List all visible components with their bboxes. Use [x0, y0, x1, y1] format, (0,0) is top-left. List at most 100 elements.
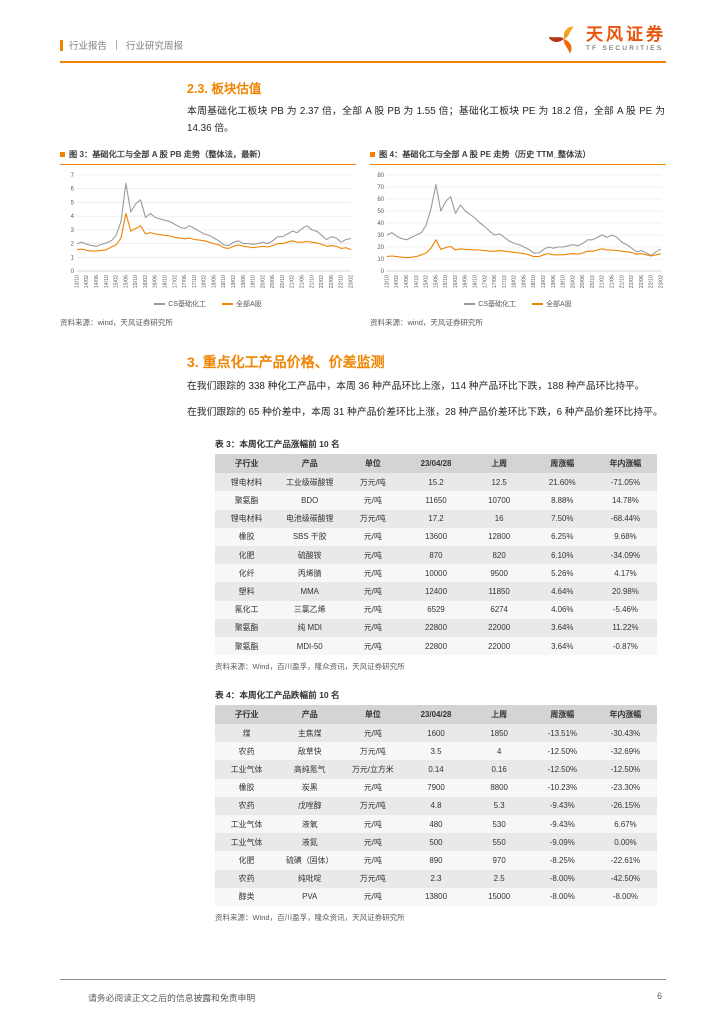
svg-text:21/06: 21/06 — [299, 275, 305, 288]
svg-text:15/02: 15/02 — [114, 275, 120, 288]
svg-text:7: 7 — [71, 173, 75, 179]
svg-text:14/10: 14/10 — [104, 275, 110, 288]
table-cell: 3.64% — [530, 636, 594, 656]
svg-text:20/06: 20/06 — [580, 275, 586, 288]
pe-chart-legend: CS基础化工 全部A股 — [370, 299, 666, 309]
table-cell: 22000 — [467, 636, 531, 656]
figure-bullet-icon — [60, 152, 65, 158]
column-header: 产品 — [278, 454, 342, 474]
table-cell: 1850 — [467, 724, 531, 743]
svg-text:14/06: 14/06 — [94, 275, 100, 288]
svg-text:20/02: 20/02 — [570, 275, 576, 288]
figure-pe-title: 图 4：基础化工与全部 A 股 PE 走势（历史 TTM_整体法） — [379, 150, 591, 160]
column-header: 单位 — [341, 454, 405, 474]
table-cell: -26.15% — [593, 796, 657, 816]
svg-text:15/10: 15/10 — [133, 275, 139, 288]
svg-text:1: 1 — [71, 255, 75, 261]
table-row: 聚氨酯 BDO 元/吨 11650 10700 8.88% 14.78% — [215, 491, 657, 510]
svg-text:20/06: 20/06 — [270, 275, 276, 288]
table-cell: 醇类 — [215, 887, 279, 906]
table-cell: 8.88% — [530, 491, 594, 510]
table-cell: 4.17% — [593, 564, 657, 583]
page-footer: 请务必阅读正文之后的信息披露和免责申明 6 — [60, 979, 666, 1004]
table-cell: 480 — [404, 815, 468, 834]
table-cell: 万元/吨 — [341, 742, 405, 761]
table-cell: 10700 — [467, 491, 531, 510]
table-cell: 820 — [467, 545, 531, 565]
svg-text:17/06: 17/06 — [182, 275, 188, 288]
figure-pb-header: 图 3：基础化工与全部 A 股 PB 走势（整体法，最新） — [60, 150, 356, 165]
table-cell: 塑料 — [215, 582, 279, 601]
legend-item: CS基础化工 — [154, 299, 206, 309]
table-losers-block: 表 4：本周化工产品跌幅前 10 名 子行业 产品 单位 23/04/28 上周 周涨幅年… — [215, 689, 657, 923]
table-row: 工业气体 液氧 元/吨 480 530 -9.43% 6.67% — [215, 815, 657, 834]
svg-text:21/10: 21/10 — [619, 275, 625, 288]
table-cell: 6.10% — [530, 545, 594, 565]
table-losers-caption: 表 4：本周化工产品跌幅前 10 名 — [215, 690, 340, 701]
svg-text:60: 60 — [377, 197, 384, 203]
svg-text:21/02: 21/02 — [290, 275, 296, 288]
svg-text:23/02: 23/02 — [658, 275, 664, 288]
svg-text:5: 5 — [71, 200, 75, 206]
table-cell: 12400 — [404, 582, 468, 601]
column-header: 周涨幅 — [530, 705, 594, 725]
svg-text:15/06: 15/06 — [123, 275, 129, 288]
footer-rule — [60, 979, 666, 980]
svg-text:14/02: 14/02 — [394, 275, 400, 288]
svg-text:30: 30 — [377, 233, 384, 239]
table-cell: 橡胶 — [215, 527, 279, 546]
legend-swatch — [222, 302, 234, 305]
svg-text:0: 0 — [381, 269, 385, 275]
table-gainers: 子行业 产品 单位 23/04/28 上周 周涨幅 年内涨幅 锂电材料 工业级碳酸锂 万元/吨 15… — [215, 454, 657, 656]
table-cell: 15.2 — [404, 473, 468, 492]
table-cell: 元/吨 — [341, 527, 405, 546]
table-cell: 农药 — [215, 742, 279, 761]
svg-text:22/02: 22/02 — [629, 275, 635, 288]
svg-text:14/10: 14/10 — [414, 275, 420, 288]
header-breadcrumb: 行业报告 行业研究周报 — [60, 38, 183, 52]
table-cell: -22.61% — [593, 851, 657, 870]
svg-text:0: 0 — [71, 269, 75, 275]
legend-label: 全部A股 — [236, 300, 262, 308]
table-cell: -23.30% — [593, 778, 657, 797]
svg-text:70: 70 — [377, 185, 384, 191]
figure-pb: 图 3：基础化工与全部 A 股 PB 走势（整体法，最新） 0 1 2 3 4 5 6 7 13… — [60, 150, 356, 328]
table-cell: 15000 — [467, 887, 531, 906]
table-row: 农药 敌草快 万元/吨 3.5 4 -12.50% -32.69% — [215, 742, 657, 761]
table-cell: 戊唑醇 — [278, 796, 342, 816]
report-content: 2.3. 板块估值 本周基础化工板块 PB 为 2.37 倍，全部 A 股 PB… — [0, 78, 724, 923]
legend-label: CS基础化工 — [478, 300, 517, 308]
table-cell: -8.00% — [530, 887, 594, 906]
svg-text:22/10: 22/10 — [339, 275, 345, 288]
brand-block: 天风证券 TF SECURITIES — [549, 24, 666, 54]
svg-text:21/06: 21/06 — [609, 275, 615, 288]
table-cell: 万元/吨 — [341, 473, 405, 492]
table-cell: 锂电材料 — [215, 473, 279, 492]
svg-text:19/06: 19/06 — [241, 275, 247, 288]
legend-swatch — [154, 302, 166, 305]
figure-pb-source: 资料来源：wind，天风证券研究所 — [60, 317, 173, 327]
table-cell: -10.23% — [530, 778, 594, 797]
table-row: 农药 纯吡啶 万元/吨 2.3 2.5 -8.00% -42.50% — [215, 869, 657, 888]
table-cell: 9500 — [467, 564, 531, 583]
table-cell: 化纤 — [215, 564, 279, 583]
table-cell: -12.50% — [530, 742, 594, 761]
pb-chart-legend: CS基础化工 全部A股 — [60, 299, 356, 309]
table-cell: MDI-50 — [278, 636, 342, 656]
table-cell: 12800 — [467, 527, 531, 546]
svg-text:14/02: 14/02 — [84, 275, 90, 288]
svg-text:19/02: 19/02 — [541, 275, 547, 288]
table-cell: 6529 — [404, 600, 468, 619]
table-cell: 煤 — [215, 724, 279, 743]
tf-flame-logo-icon — [549, 26, 574, 54]
table-row: 工业气体 液氮 元/吨 500 550 -9.09% 0.00% — [215, 833, 657, 852]
table-cell: 元/吨 — [341, 833, 405, 852]
table-cell: 11850 — [467, 582, 531, 601]
table-cell: 聚氨酯 — [215, 636, 279, 656]
table-losers: 子行业 产品 单位 23/04/28 上周 周涨幅 年内涨幅煤主焦煤 元/吨 1600 1850-… — [215, 705, 657, 906]
svg-text:17/06: 17/06 — [492, 275, 498, 288]
table-row: 化肥 硫酸铵 元/吨 870 820 6.10% -34.09% — [215, 545, 657, 565]
column-header: 上周 — [467, 705, 531, 725]
svg-text:23/02: 23/02 — [348, 275, 354, 288]
svg-text:22/10: 22/10 — [649, 275, 655, 288]
